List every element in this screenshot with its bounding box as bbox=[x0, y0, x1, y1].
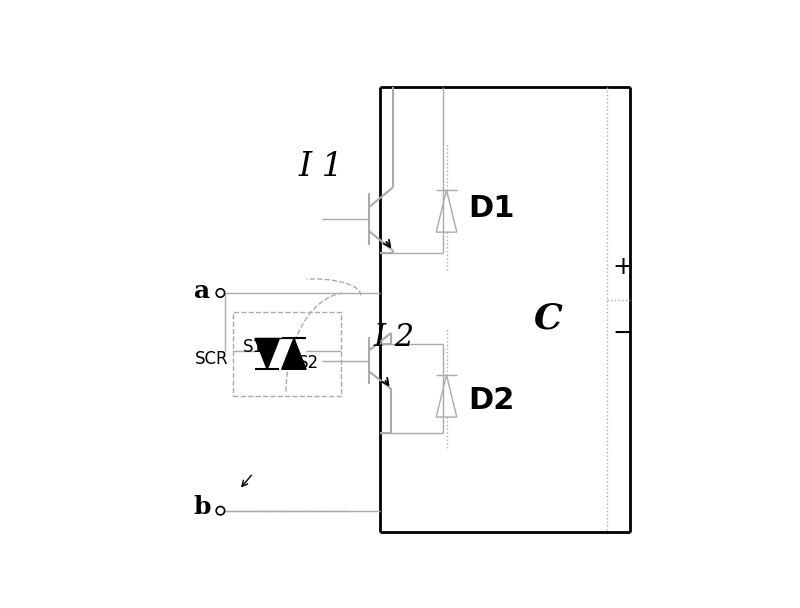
Text: +: + bbox=[613, 255, 634, 279]
Text: S2: S2 bbox=[298, 354, 318, 372]
Bar bbox=[233, 312, 341, 396]
Text: −: − bbox=[613, 321, 634, 345]
Text: SCR: SCR bbox=[194, 350, 228, 368]
Text: b: b bbox=[193, 495, 210, 519]
Text: I 2: I 2 bbox=[373, 322, 414, 353]
Text: a: a bbox=[194, 278, 210, 303]
Text: S1: S1 bbox=[242, 338, 264, 356]
Polygon shape bbox=[282, 339, 306, 369]
Text: D1: D1 bbox=[469, 194, 515, 223]
Polygon shape bbox=[255, 339, 279, 369]
Text: C: C bbox=[534, 302, 562, 336]
Text: I 1: I 1 bbox=[298, 151, 343, 182]
Text: D2: D2 bbox=[469, 386, 515, 415]
